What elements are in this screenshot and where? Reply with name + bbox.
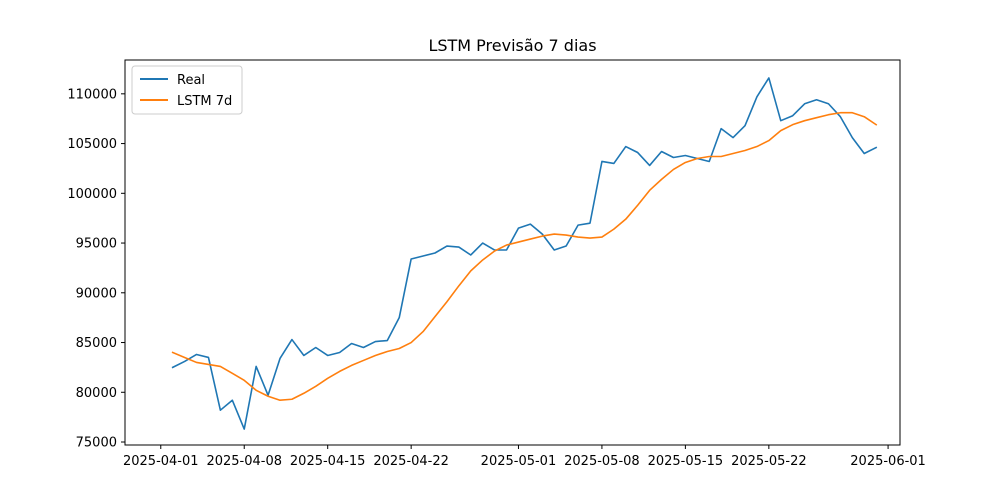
y-tick-label: 80000 bbox=[76, 386, 117, 401]
y-tick-label: 110000 bbox=[67, 87, 117, 102]
series-line-lstm-7d bbox=[171, 111, 878, 402]
y-tick-label: 105000 bbox=[67, 137, 117, 152]
y-tick-label: 90000 bbox=[76, 286, 117, 301]
x-tick-label: 2025-04-15 bbox=[290, 454, 366, 469]
x-axis: 2025-04-01 2025-04-08 2025-04-15 2025-04-22… bbox=[123, 445, 926, 469]
y-axis: 75000 80000 85000 90000 95000 100000 105000 110… bbox=[67, 87, 125, 451]
x-tick-label: 2025-05-08 bbox=[564, 454, 640, 469]
series-line-real bbox=[171, 77, 878, 430]
x-tick-label: 2025-04-08 bbox=[206, 454, 282, 469]
chart-title: LSTM Previsão 7 dias bbox=[428, 36, 596, 55]
plot-frame bbox=[124, 59, 901, 446]
x-tick-label: 2025-05-22 bbox=[731, 454, 807, 469]
x-tick-label: 2025-04-22 bbox=[373, 454, 449, 469]
plot-lines bbox=[171, 77, 878, 430]
x-tick-label: 2025-04-01 bbox=[123, 454, 199, 469]
legend-label-lstm-7d: LSTM 7d bbox=[177, 94, 232, 109]
legend: Real LSTM 7d bbox=[131, 65, 243, 115]
y-tick-label: 75000 bbox=[76, 436, 117, 451]
legend-label-real: Real bbox=[177, 73, 205, 88]
y-tick-label: 100000 bbox=[67, 187, 117, 202]
y-tick-label: 95000 bbox=[76, 237, 117, 252]
x-tick-label: 2025-05-01 bbox=[481, 454, 557, 469]
y-tick-label: 85000 bbox=[76, 336, 117, 351]
x-tick-label: 2025-05-15 bbox=[648, 454, 724, 469]
x-tick-label: 2025-06-01 bbox=[850, 454, 926, 469]
